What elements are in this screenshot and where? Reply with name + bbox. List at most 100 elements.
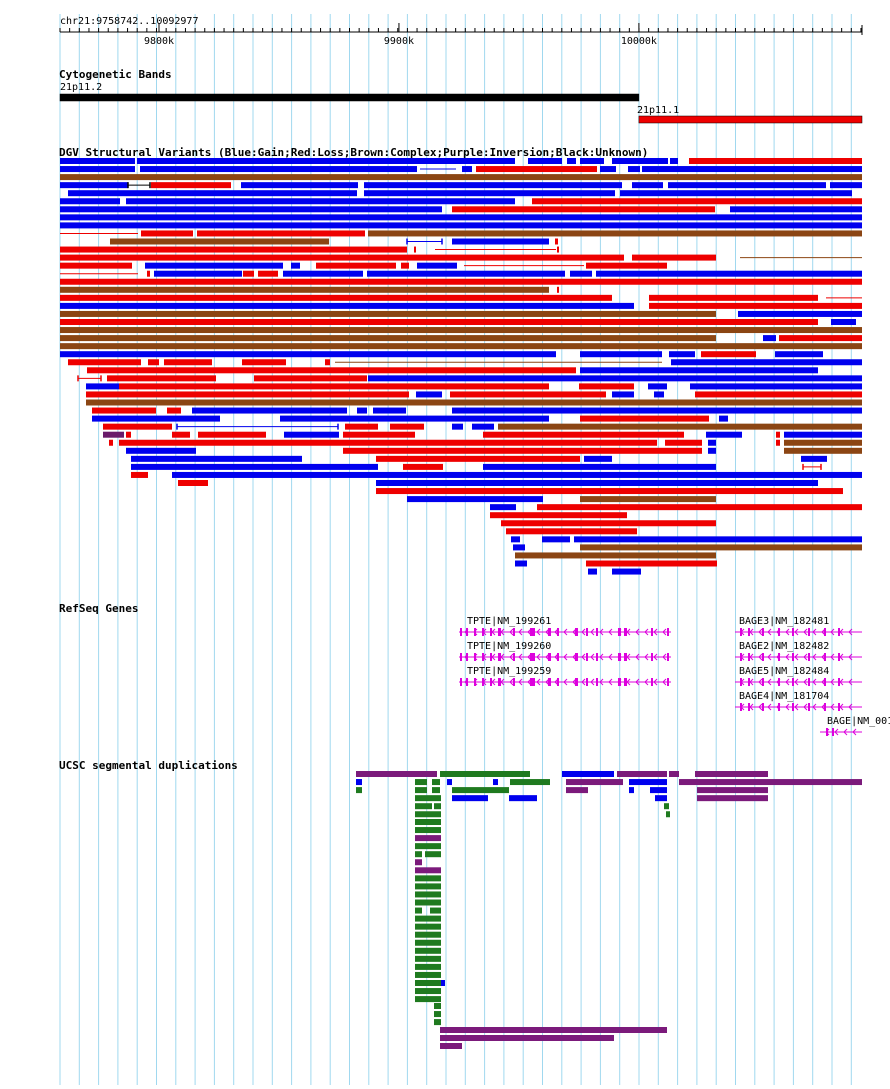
refseq-track[interactable]: TPTE|NM_199261 TPTE|NM_199260 TPTE|NM_19… <box>459 616 890 736</box>
dgv-variant[interactable] <box>376 455 580 462</box>
gene-exon[interactable] <box>460 678 462 686</box>
gene-strand-chevron[interactable] <box>581 678 586 686</box>
dgv-variant[interactable] <box>107 375 216 382</box>
gene-strand-chevron[interactable] <box>635 678 640 686</box>
gene-strand-chevron[interactable] <box>812 628 817 636</box>
dgv-variant[interactable] <box>60 335 716 342</box>
dgv-variant[interactable] <box>580 351 662 358</box>
gene-exon[interactable] <box>651 678 653 686</box>
dgv-variant[interactable] <box>670 158 678 164</box>
gene-exon[interactable] <box>513 678 515 686</box>
dgv-variant[interactable] <box>654 391 664 398</box>
dgv-variant[interactable] <box>60 343 862 350</box>
dgv-variant[interactable] <box>671 359 862 366</box>
segdup-feature[interactable] <box>415 803 432 810</box>
gene-exon[interactable] <box>808 653 810 661</box>
segdup-feature[interactable] <box>430 907 441 914</box>
gene-strand-chevron[interactable] <box>518 628 523 636</box>
segdup-feature[interactable] <box>415 883 441 890</box>
gene-strand-chevron[interactable] <box>590 628 595 636</box>
dgv-variant[interactable] <box>60 286 549 293</box>
dgv-variant[interactable] <box>401 262 409 269</box>
segdup-feature[interactable] <box>440 1027 667 1033</box>
gene-exon[interactable] <box>762 653 764 661</box>
gene-exon[interactable] <box>596 653 598 661</box>
gene-strand-chevron[interactable] <box>662 653 667 661</box>
dgv-variant[interactable] <box>316 262 396 269</box>
gene-exon[interactable] <box>792 628 794 636</box>
dgv-variant[interactable] <box>784 431 862 438</box>
dgv-variant[interactable] <box>86 391 409 398</box>
gene-exon[interactable] <box>586 678 588 686</box>
gene-strand-chevron[interactable] <box>852 728 857 736</box>
gene-model[interactable] <box>459 653 671 661</box>
dgv-variant[interactable] <box>151 182 231 189</box>
dgv-variant[interactable] <box>368 230 862 237</box>
dgv-variant[interactable] <box>632 254 716 261</box>
dgv-variant[interactable] <box>373 407 406 414</box>
dgv-variant[interactable] <box>126 431 131 438</box>
dgv-variant[interactable] <box>242 359 286 366</box>
dgv-variant[interactable] <box>506 528 637 535</box>
gene-strand-chevron[interactable] <box>848 678 853 686</box>
segdup-feature[interactable] <box>697 795 768 802</box>
dgv-variant[interactable] <box>784 447 862 454</box>
gene-strand-chevron[interactable] <box>644 678 649 686</box>
gene-exon[interactable] <box>557 678 559 686</box>
dgv-variant[interactable] <box>483 431 684 438</box>
gene-strand-chevron[interactable] <box>563 678 568 686</box>
dgv-variant[interactable] <box>60 262 132 269</box>
dgv-variant[interactable] <box>620 190 852 197</box>
dgv-variant[interactable] <box>376 480 818 486</box>
dgv-variant[interactable] <box>357 407 367 414</box>
gene-model[interactable] <box>735 703 862 711</box>
dgv-variant[interactable] <box>668 182 826 189</box>
dgv-variant[interactable] <box>763 335 776 342</box>
gene-strand-chevron[interactable] <box>767 678 772 686</box>
gene-exon[interactable] <box>586 653 588 661</box>
segdup-feature[interactable] <box>434 1003 441 1009</box>
dgv-variant[interactable] <box>779 335 862 342</box>
segdup-feature[interactable] <box>566 779 623 786</box>
gene-strand-chevron[interactable] <box>590 678 595 686</box>
dgv-variant[interactable] <box>119 383 549 390</box>
segdup-feature[interactable] <box>415 915 441 922</box>
segdup-feature[interactable] <box>415 891 441 898</box>
dgv-variant[interactable] <box>775 351 823 358</box>
segdup-feature[interactable] <box>415 996 441 1003</box>
dgv-variant[interactable] <box>291 262 300 269</box>
segdup-feature[interactable] <box>415 980 441 986</box>
dgv-variant[interactable] <box>178 480 208 486</box>
dgv-variant[interactable] <box>280 415 549 422</box>
gene-exon[interactable] <box>498 653 501 661</box>
gene-exon[interactable] <box>575 628 578 636</box>
dgv-variant[interactable] <box>669 351 695 358</box>
segdup-feature[interactable] <box>415 875 441 882</box>
gene-exon[interactable] <box>530 678 535 686</box>
dgv-variant[interactable] <box>452 206 715 213</box>
gene-exon[interactable] <box>513 628 515 636</box>
dgv-variant[interactable] <box>364 182 622 189</box>
dgv-variant[interactable] <box>60 166 135 173</box>
gene-exon[interactable] <box>596 678 598 686</box>
dgv-variant[interactable] <box>403 463 443 470</box>
dgv-variant[interactable] <box>92 407 156 414</box>
dgv-variant[interactable] <box>325 359 330 366</box>
gene-strand-chevron[interactable] <box>536 628 541 636</box>
gene-strand-chevron[interactable] <box>812 653 817 661</box>
gene-exon[interactable] <box>778 703 780 711</box>
dgv-variant[interactable] <box>60 278 862 285</box>
dgv-variant[interactable] <box>198 431 266 438</box>
segdup-feature[interactable] <box>452 795 488 802</box>
gene-strand-chevron[interactable] <box>758 653 763 661</box>
gene-strand-chevron[interactable] <box>590 653 595 661</box>
dgv-variant[interactable] <box>192 407 347 414</box>
dgv-variant[interactable] <box>515 552 716 559</box>
gene-exon[interactable] <box>762 678 764 686</box>
gene-strand-chevron[interactable] <box>581 628 586 636</box>
gene-exon[interactable] <box>792 703 794 711</box>
dgv-variant[interactable] <box>284 431 339 438</box>
dgv-variant[interactable] <box>368 375 862 382</box>
gene-strand-chevron[interactable] <box>794 653 799 661</box>
dgv-variant[interactable] <box>197 230 365 237</box>
